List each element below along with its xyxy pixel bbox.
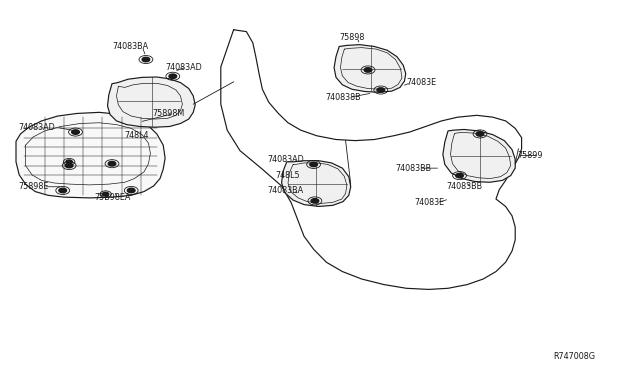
Polygon shape xyxy=(16,112,165,198)
Circle shape xyxy=(476,132,484,136)
Text: 74083AD: 74083AD xyxy=(18,123,54,132)
Text: 74083BB: 74083BB xyxy=(396,164,431,173)
Polygon shape xyxy=(108,77,195,127)
Circle shape xyxy=(108,161,116,166)
Polygon shape xyxy=(443,129,515,182)
Text: 75898E: 75898E xyxy=(18,182,48,191)
Text: 748L5: 748L5 xyxy=(275,171,300,180)
Text: 74083BA: 74083BA xyxy=(112,42,148,51)
Circle shape xyxy=(456,173,463,178)
Circle shape xyxy=(72,130,79,134)
Text: 75898: 75898 xyxy=(339,33,365,42)
Text: 75899: 75899 xyxy=(517,151,543,160)
Text: 74083AD: 74083AD xyxy=(268,155,304,164)
Circle shape xyxy=(310,162,317,167)
Circle shape xyxy=(364,68,372,72)
Polygon shape xyxy=(282,161,351,206)
Circle shape xyxy=(102,192,109,196)
Circle shape xyxy=(311,199,319,203)
Circle shape xyxy=(66,160,72,164)
Text: 75898M: 75898M xyxy=(152,109,184,118)
Text: 74083BA: 74083BA xyxy=(268,186,303,195)
Polygon shape xyxy=(334,45,406,92)
Circle shape xyxy=(65,163,73,168)
Circle shape xyxy=(127,188,135,193)
Text: 75B98EA: 75B98EA xyxy=(95,193,131,202)
Circle shape xyxy=(169,74,177,78)
Text: 74083E: 74083E xyxy=(415,198,445,207)
Text: 748L4: 748L4 xyxy=(125,131,149,140)
Text: 74083BB: 74083BB xyxy=(447,182,483,191)
Circle shape xyxy=(59,188,67,193)
Text: 74083AD: 74083AD xyxy=(165,63,202,72)
Circle shape xyxy=(377,88,385,92)
Text: 74083E: 74083E xyxy=(406,78,436,87)
Text: R747008G: R747008G xyxy=(554,352,596,361)
Circle shape xyxy=(142,57,150,62)
Text: 740838B: 740838B xyxy=(325,93,361,102)
